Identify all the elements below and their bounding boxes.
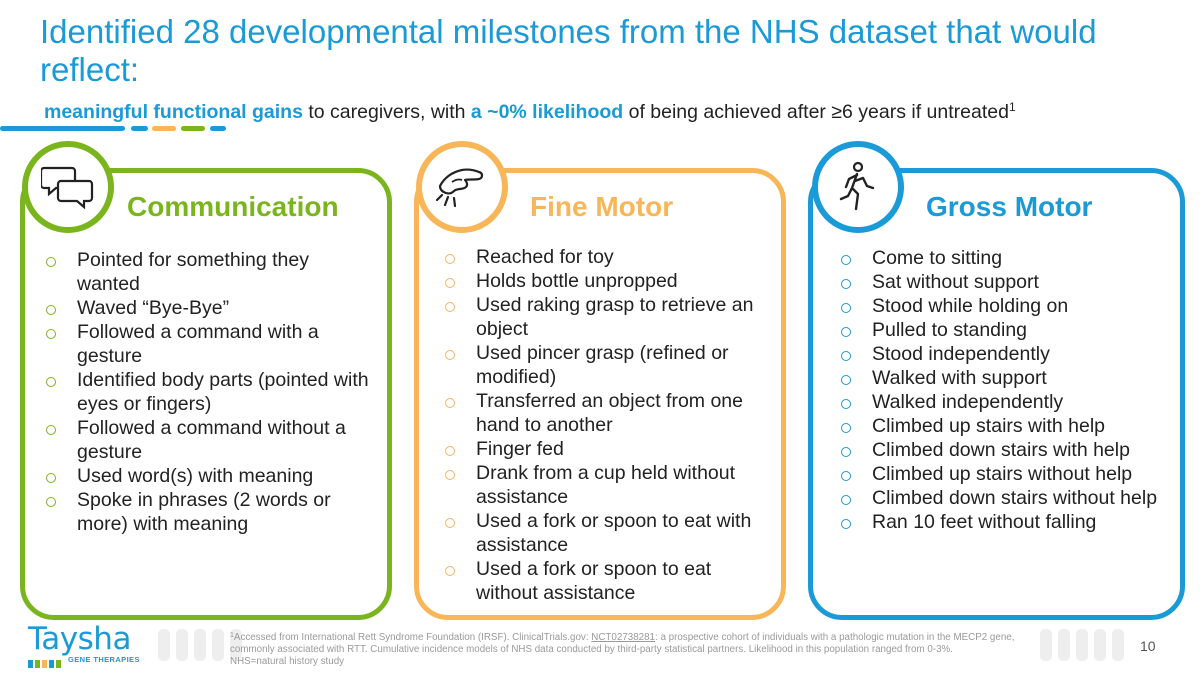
- list-item: Walked with support: [837, 366, 1177, 390]
- list-item: Walked independently: [837, 390, 1177, 414]
- dash-segment: [131, 126, 148, 131]
- list-item: Ran 10 feet without falling: [837, 510, 1177, 534]
- list-item: Climbed up stairs with help: [837, 414, 1177, 438]
- subtitle-text-2: of being achieved after ≥6 years if untr…: [623, 101, 1009, 123]
- subtitle-highlight-gains: meaningful functional gains: [44, 101, 303, 123]
- list-item: Spoke in phrases (2 words or more) with …: [42, 488, 377, 536]
- logo-subtitle: GENE THERAPIES: [68, 655, 140, 664]
- list-item: Climbed up stairs without help: [837, 462, 1177, 486]
- list-item: Stood while holding on: [837, 294, 1177, 318]
- list-item: Sat without support: [837, 270, 1177, 294]
- dash-segment: [152, 126, 176, 131]
- speech-bubbles-icon: [41, 166, 94, 210]
- list-item: Used a fork or spoon to eat with assista…: [441, 509, 776, 557]
- walking-person-icon: [839, 161, 875, 211]
- logo-color-bars: [28, 655, 63, 673]
- list-item: Reached for toy: [441, 245, 776, 269]
- list-item: Come to sitting: [837, 246, 1177, 270]
- slide-subtitle: meaningful functional gains to caregiver…: [44, 95, 1194, 124]
- communication-card: [20, 168, 392, 620]
- gross-motor-badge: [812, 141, 904, 233]
- hand-grasp-icon: [435, 168, 484, 208]
- list-item: Pointed for something they wanted: [42, 248, 377, 296]
- list-item: Followed a command without a gesture: [42, 416, 377, 464]
- subtitle-text-1: to caregivers, with: [302, 101, 471, 123]
- slide-title: Identified 28 developmental milestones f…: [40, 13, 1097, 88]
- subtitle-footnote-ref: 1: [1008, 100, 1016, 114]
- communication-list: Pointed for something they wanted Waved …: [42, 248, 377, 536]
- footnote: 1Accessed from International Rett Syndro…: [230, 630, 1030, 668]
- dash-segment: [0, 126, 125, 131]
- fine-motor-badge: [416, 141, 508, 233]
- footnote-abbreviation: NHS=natural history study: [230, 656, 345, 667]
- list-item: Stood independently: [837, 342, 1177, 366]
- page-number: 10: [1140, 638, 1156, 654]
- dash-segment: [181, 126, 205, 131]
- logo-wordmark: Taysha: [28, 621, 131, 657]
- list-item: Pulled to standing: [837, 318, 1177, 342]
- list-item: Holds bottle unpropped: [441, 269, 776, 293]
- fine-motor-title: Fine Motor: [530, 191, 674, 222]
- company-logo: Taysha GENE THERAPIES: [28, 621, 158, 668]
- list-item: Climbed down stairs with help: [837, 438, 1177, 462]
- list-item: Climbed down stairs without help: [837, 486, 1177, 510]
- list-item: Identified body parts (pointed with eyes…: [42, 368, 377, 416]
- subtitle-highlight-likelihood: a ~0% likelihood: [470, 101, 624, 123]
- footnote-text-2: : a prospective cohort of individuals wi…: [230, 632, 1015, 655]
- list-item: Used raking grasp to retrieve an object: [441, 293, 776, 341]
- footnote-number: 1: [230, 632, 234, 639]
- list-item: Used a fork or spoon to eat without assi…: [441, 557, 776, 605]
- footnote-text-1: Accessed from International Rett Syndrom…: [233, 632, 592, 643]
- clinical-trial-link[interactable]: NCT02738281: [591, 632, 656, 643]
- list-item: Drank from a cup held without assistance: [441, 461, 776, 509]
- gross-motor-title: Gross Motor: [926, 191, 1093, 222]
- decorative-dash-bar: [0, 126, 230, 131]
- list-item: Used word(s) with meaning: [42, 464, 377, 488]
- decorative-pills-left: [158, 629, 242, 661]
- fine-motor-list: Reached for toy Holds bottle unpropped U…: [441, 245, 776, 605]
- communication-title: Communication: [127, 191, 339, 222]
- communication-badge: [22, 141, 114, 233]
- list-item: Finger fed: [441, 437, 776, 461]
- dash-segment: [210, 126, 226, 131]
- gross-motor-card: [808, 168, 1185, 620]
- decorative-pills-right: [1040, 629, 1124, 661]
- fine-motor-card: [414, 168, 786, 620]
- list-item: Transferred an object from one hand to a…: [441, 389, 776, 437]
- list-item: Followed a command with a gesture: [42, 320, 377, 368]
- list-item: Waved “Bye-Bye”: [42, 296, 377, 320]
- list-item: Used pincer grasp (refined or modified): [441, 341, 776, 389]
- gross-motor-list: Come to sitting Sat without support Stoo…: [837, 246, 1177, 534]
